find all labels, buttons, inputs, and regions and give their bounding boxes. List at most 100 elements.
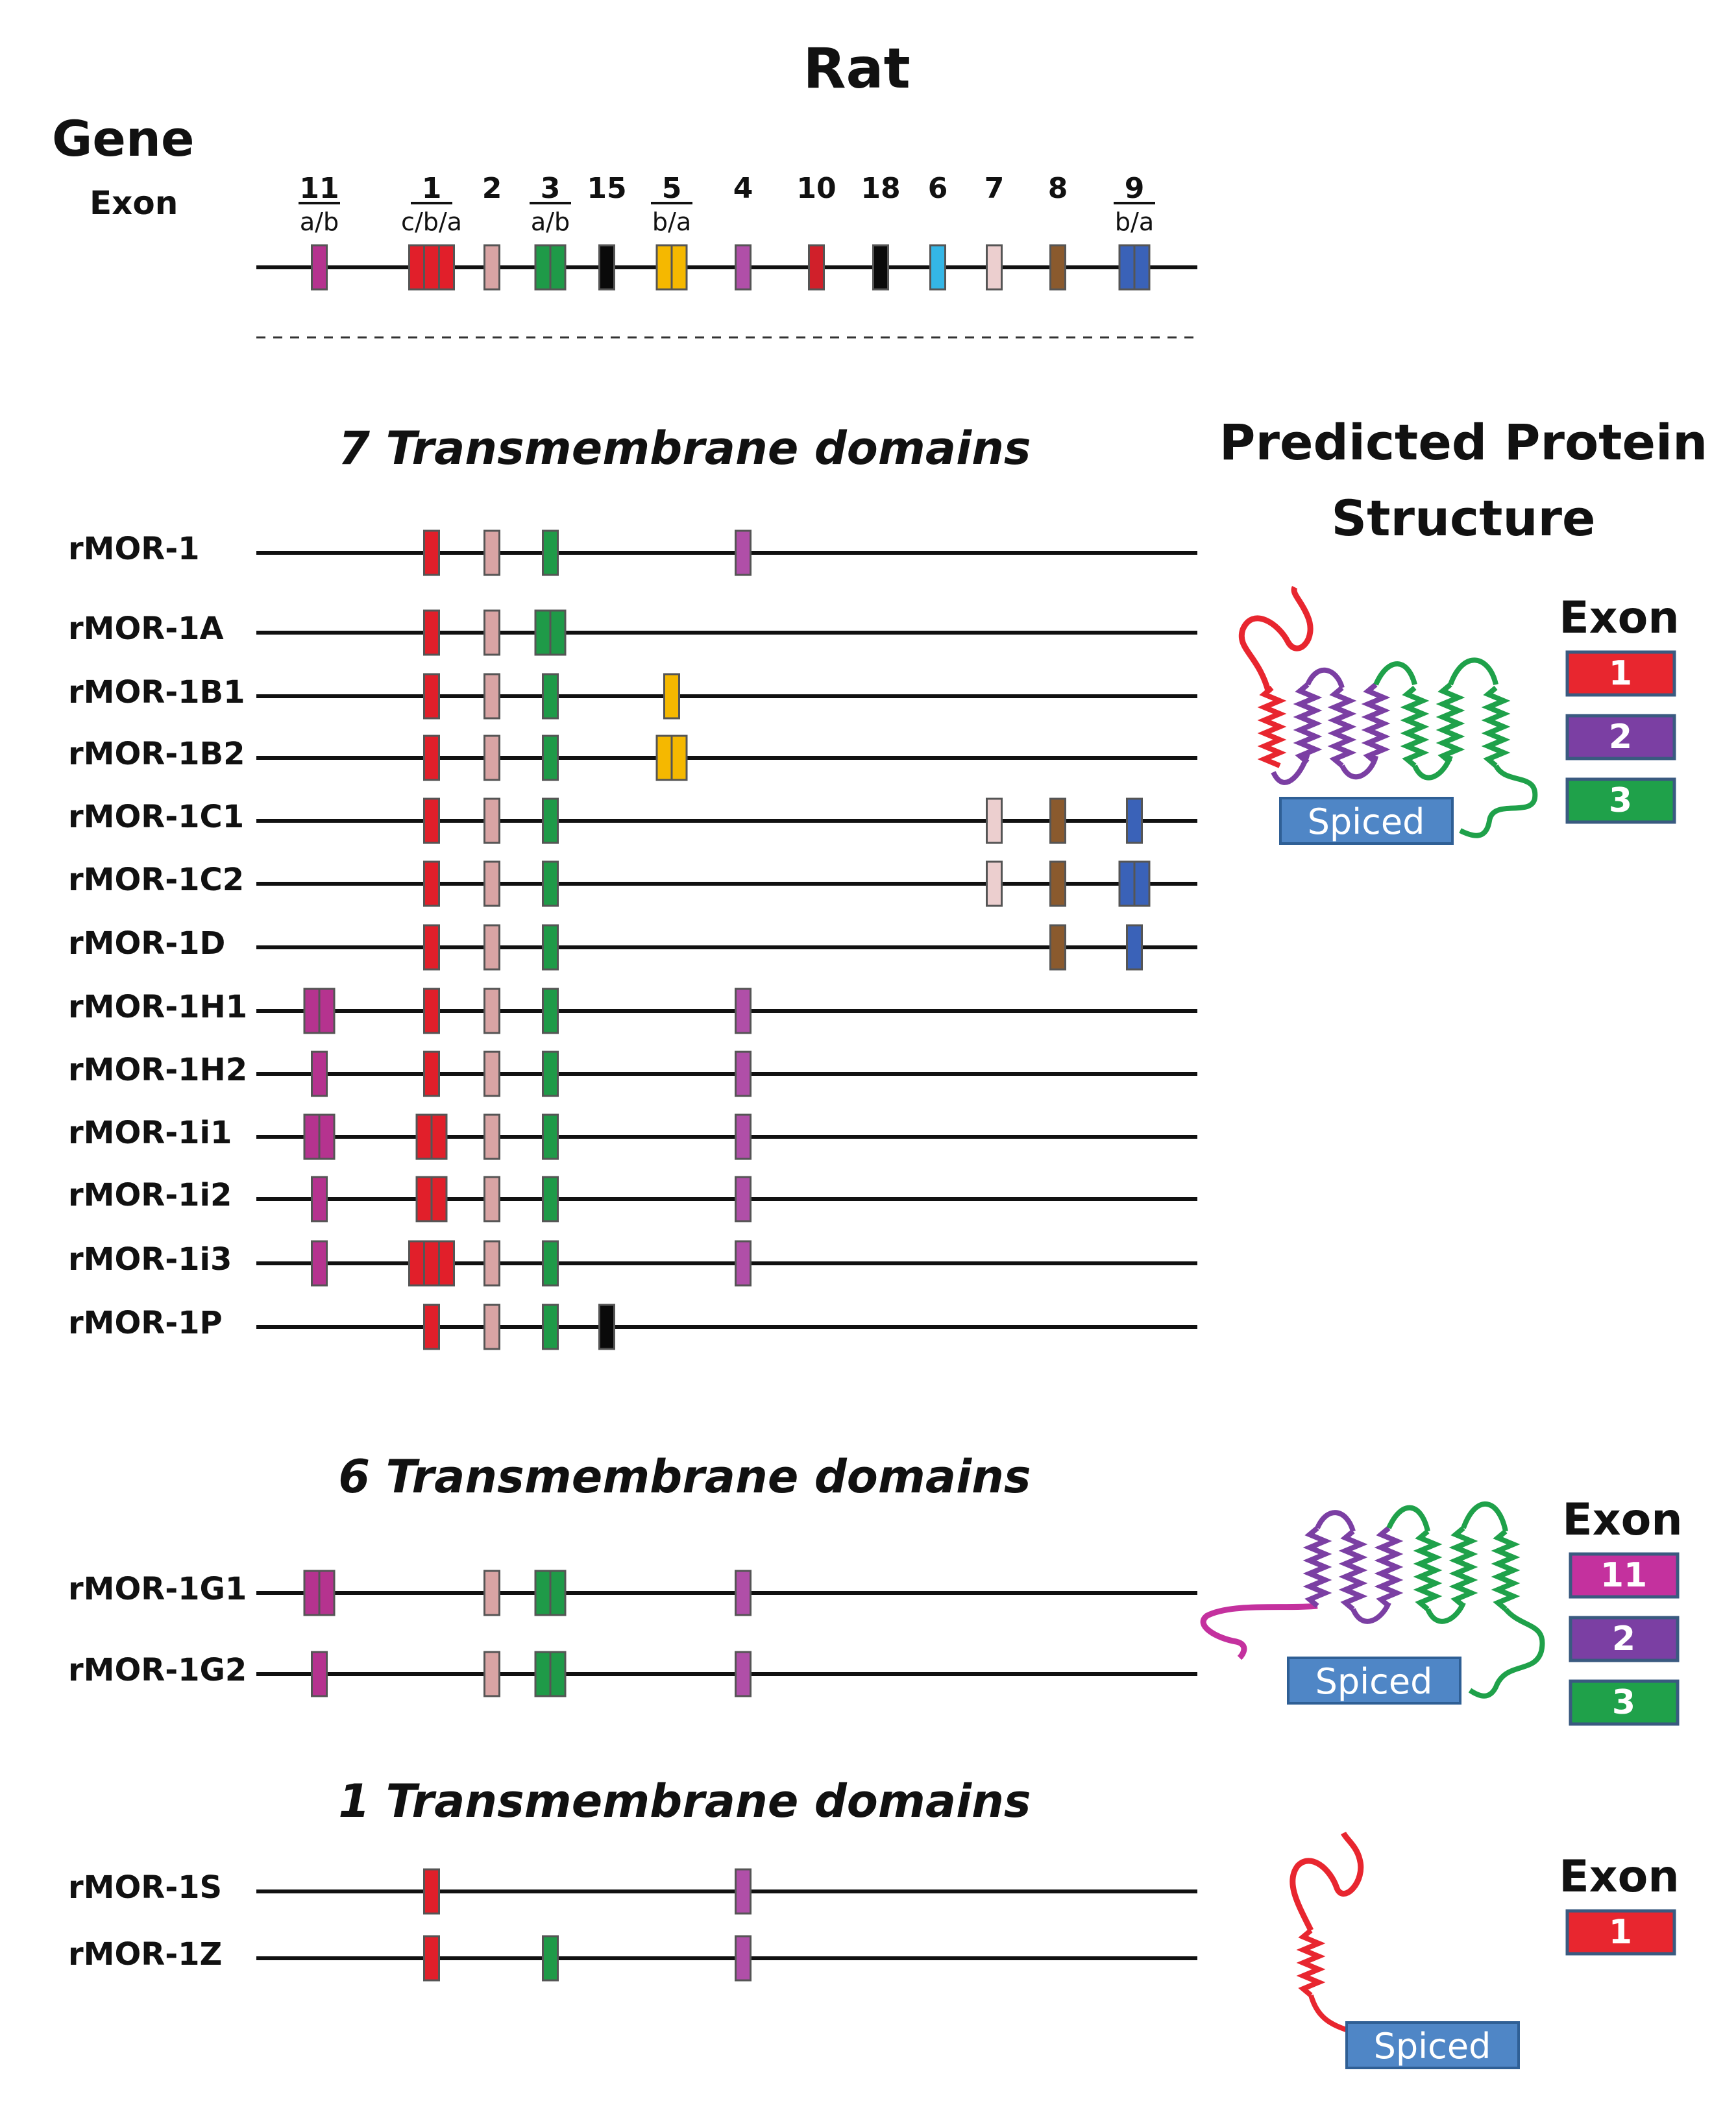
legend-swatch — [1565, 650, 1676, 697]
gene-exon-sub: a/b — [300, 208, 339, 236]
gene-exon-1 — [408, 244, 455, 291]
transcript-row: rMOR-1G2 — [68, 1651, 1197, 1697]
transcript-exon-exon11-segment — [318, 1113, 336, 1160]
helix-1-6tm — [1302, 1525, 1332, 1609]
gene-exon-5-segment — [655, 244, 673, 291]
transcript-exon-exon7-segment — [986, 860, 1003, 907]
transcript-row: rMOR-1S — [68, 1868, 1197, 1915]
transcript-name: rMOR-1i2 — [68, 1177, 232, 1213]
legend-label: 3 — [1609, 781, 1632, 820]
transcript-row: rMOR-1i1 — [68, 1113, 1197, 1160]
transcript-exon-exon5-segment — [655, 735, 673, 781]
transcript-exon-exon3-segment — [542, 797, 559, 844]
transcript-exon-exon8-segment — [1049, 924, 1066, 971]
legend-label: 1 — [1609, 654, 1632, 693]
exon-legends: Exon 1 2 3 Exon 11 2 3 Exon 1 — [1559, 592, 1683, 1956]
legend-swatch — [1569, 1679, 1680, 1726]
transcript-exon-exon3 — [542, 735, 559, 781]
helix-4-6tm — [1413, 1529, 1443, 1612]
transcript-exon-exon3 — [542, 1240, 559, 1287]
transcript-exon-exon4-segment — [735, 1176, 752, 1222]
transcript-exon-exon3-segment — [542, 988, 559, 1034]
transcript-exon-exon3-segment — [542, 529, 559, 576]
transcript-exon-exon5-segment — [670, 735, 688, 781]
transcript-exon-exon8 — [1049, 924, 1066, 971]
transcript-exon-exon15 — [598, 1304, 615, 1350]
transcript-exon-exon5 — [655, 735, 688, 781]
transcript-exon-exon7-segment — [986, 797, 1003, 844]
transcript-exon-exon9 — [1126, 924, 1143, 971]
gene-exon-9-segment — [1118, 244, 1136, 291]
transcript-exon-exon1-segment — [423, 924, 440, 971]
transcript-exon-exon1 — [423, 673, 440, 720]
transcript-exon-exon1 — [423, 1304, 440, 1350]
loop-6-6tm — [1461, 1501, 1508, 1532]
transcript-exon-exon4-segment — [735, 988, 752, 1034]
transcript-exon-exon4 — [735, 1935, 752, 1982]
transcript-exon-exon11 — [311, 1240, 328, 1287]
spiced-label-1tm: Spiced — [1374, 2026, 1491, 2067]
transcript-exon-exon2 — [483, 1176, 500, 1222]
transcript-exon-exon3 — [542, 529, 559, 576]
transcript-exon-exon2-segment — [483, 1240, 500, 1287]
transcript-exon-exon4 — [735, 1240, 752, 1287]
loop-3-7tm — [1305, 667, 1345, 689]
transcript-exon-exon3 — [534, 1570, 567, 1616]
transcript-exon-exon9-segment — [1126, 797, 1143, 844]
transcript-exon-exon3-segment — [534, 1570, 552, 1616]
transcript-exon-exon1 — [423, 988, 440, 1034]
transcript-exon-exon4-segment — [735, 1570, 752, 1616]
transcript-exon-exon4-segment — [735, 1651, 752, 1697]
gene-exon-number: 7 — [984, 172, 1005, 205]
gene-exon-label: Exon — [90, 184, 178, 222]
gene-exon-number: 1 — [422, 172, 442, 205]
transcript-row: rMOR-1i3 — [68, 1240, 1197, 1287]
loop-2-6tm — [1315, 1510, 1356, 1533]
transcript-exon-exon11 — [311, 1176, 328, 1222]
transcript-exon-exon7 — [986, 860, 1003, 907]
gene-exon-4-segment — [735, 244, 752, 291]
transcript-exon-exon2 — [483, 860, 500, 907]
transcript-name: rMOR-1B1 — [68, 674, 245, 711]
gene-exon-number: 11 — [299, 172, 339, 205]
protein-heading-line1: Predicted Protein — [1219, 413, 1707, 471]
loop-5-7tm — [1373, 661, 1417, 686]
protein-diagram-6tm: Spiced — [1200, 1501, 1545, 1705]
gene-exon-number: 3 — [541, 172, 561, 205]
transcript-exon-exon1-segment — [423, 988, 440, 1034]
transcript-exon-exon3-segment — [542, 1304, 559, 1350]
transcript-exon-exon3-segment — [534, 1651, 552, 1697]
section-heading-7tm: 7 Transmembrane domains — [338, 422, 1031, 475]
transcript-exon-exon1-segment — [423, 1051, 440, 1097]
section-heading-6tm: 6 Transmembrane domains — [338, 1450, 1031, 1503]
transcript-exon-exon2 — [483, 529, 500, 576]
transcript-exon-exon4-segment — [735, 529, 752, 576]
transcript-exon-exon11 — [303, 988, 336, 1034]
loop-5-6tm — [1425, 1601, 1466, 1624]
gene-exon-number: 15 — [587, 172, 626, 205]
transcript-exon-exon3 — [542, 797, 559, 844]
transcript-exon-exon2-segment — [483, 673, 500, 720]
transcript-exon-exon3 — [534, 1651, 567, 1697]
transcript-exon-exon1-segment — [430, 1113, 448, 1160]
transcript-exon-exon1-segment — [438, 1240, 455, 1287]
transcript-exon-exon4 — [735, 1570, 752, 1616]
transcript-name: rMOR-1D — [68, 925, 225, 962]
legend-swatch — [1569, 1552, 1680, 1599]
transcript-exon-exon2-segment — [483, 609, 500, 656]
transcript-exon-exon1-segment — [423, 797, 440, 844]
transcript-name: rMOR-1Z — [68, 1936, 222, 1973]
transcript-exon-exon2 — [483, 609, 500, 656]
transcript-exon-exon3-segment — [542, 1176, 559, 1222]
transcript-exon-exon2-segment — [483, 1651, 500, 1697]
gene-exon-number: 8 — [1048, 172, 1068, 205]
legend-title: Exon — [1562, 1494, 1682, 1546]
transcript-name: rMOR-1i3 — [68, 1241, 232, 1278]
gene-exon-8 — [1049, 244, 1066, 291]
transcript-exon-exon2 — [483, 1570, 500, 1616]
transcript-exon-exon11-segment — [318, 988, 336, 1034]
transcript-exon-exon3 — [542, 988, 559, 1034]
transcript-exon-exon15-segment — [598, 1304, 615, 1350]
transcript-exon-exon3-segment — [534, 609, 552, 656]
